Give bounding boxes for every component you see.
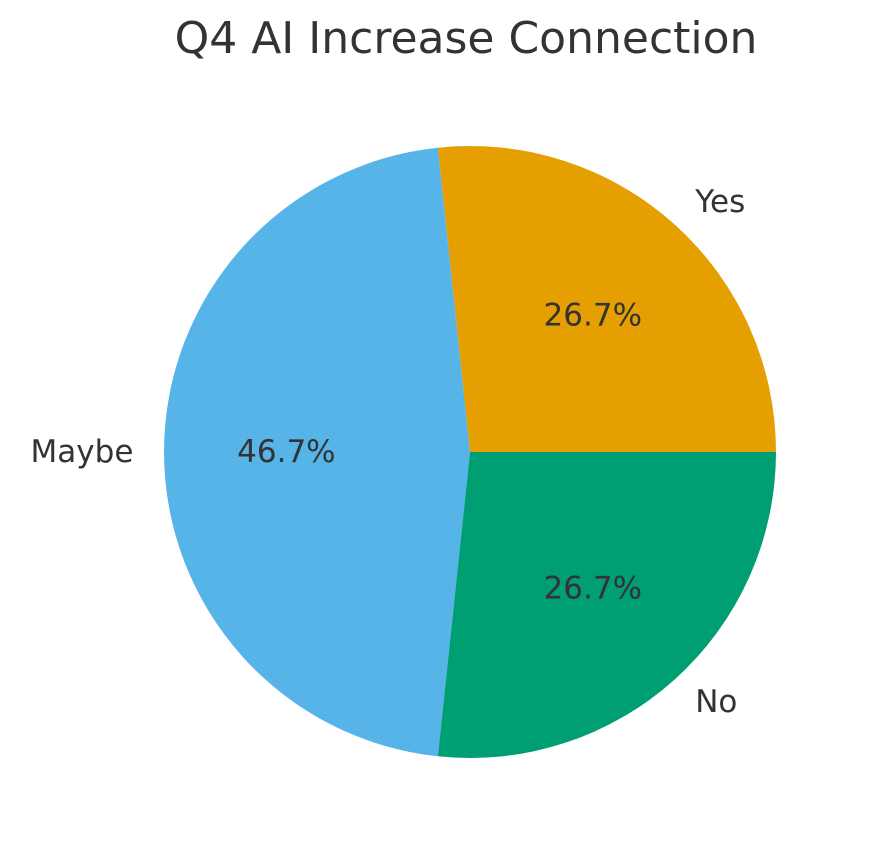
slice-label-maybe: Maybe — [31, 434, 134, 470]
pie-slice-yes — [437, 146, 776, 453]
pct-label-yes: 26.7% — [544, 298, 642, 334]
pct-label-no: 26.7% — [544, 571, 642, 607]
pct-label-maybe: 46.7% — [237, 434, 335, 470]
slice-label-yes: Yes — [694, 184, 745, 220]
slice-label-no: No — [695, 684, 737, 720]
pie-slice-maybe — [163, 147, 470, 757]
chart-title: Q4 AI Increase Connection — [174, 12, 758, 64]
pie-slice-no — [437, 452, 776, 758]
